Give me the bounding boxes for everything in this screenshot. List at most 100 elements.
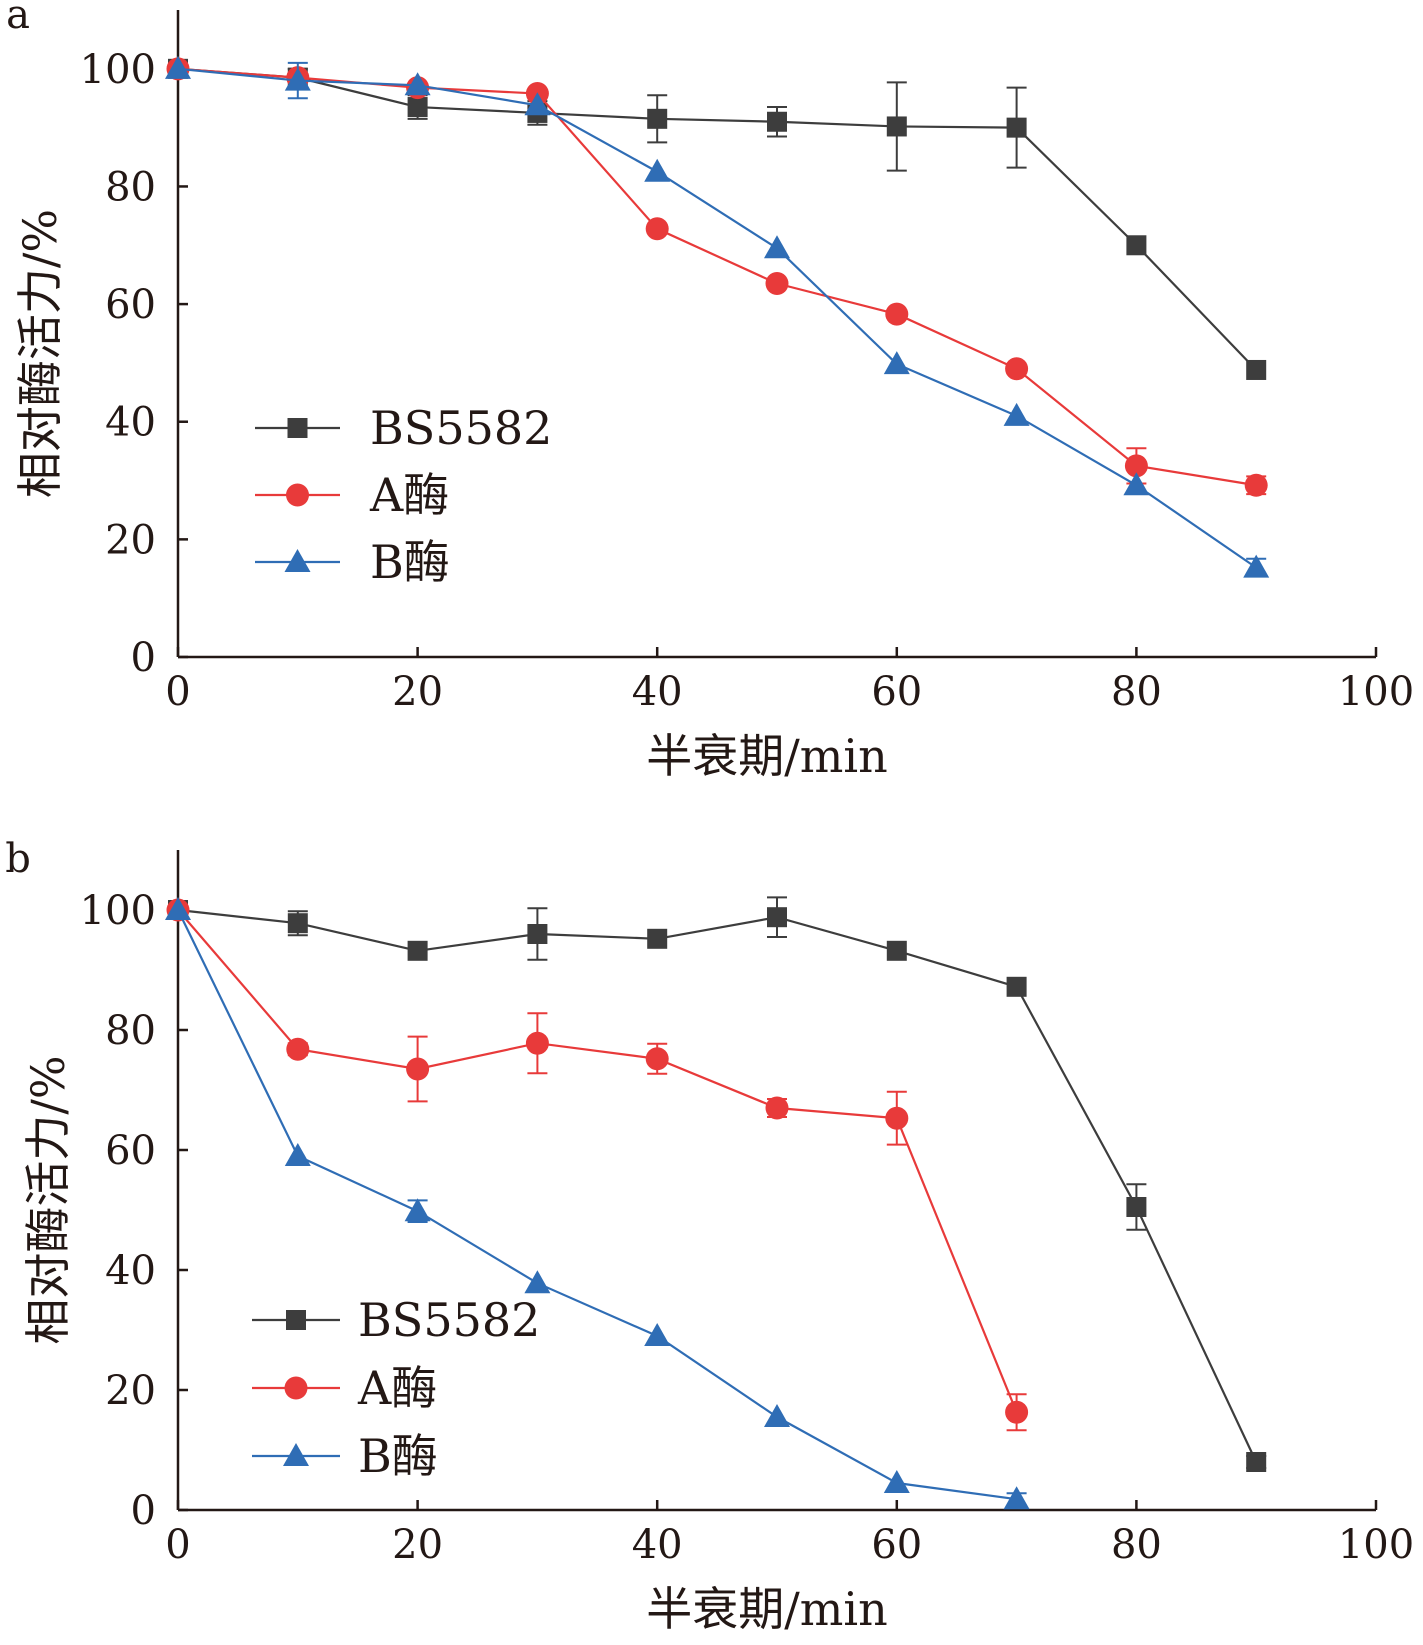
data-point xyxy=(527,924,548,944)
y-tick-label: 40 xyxy=(105,400,156,446)
x-tick-label: 0 xyxy=(165,669,190,715)
y-tick-label: 40 xyxy=(105,1248,156,1294)
series-line xyxy=(177,67,1257,487)
data-point xyxy=(287,913,308,934)
series-circle xyxy=(166,898,1029,1432)
series-square xyxy=(168,58,1267,380)
data-point xyxy=(407,97,428,118)
x-tick-label: 100 xyxy=(1338,1522,1414,1568)
y-tick-label: 20 xyxy=(105,1368,156,1414)
data-point xyxy=(1123,472,1150,496)
legend-label: BS5582 xyxy=(370,401,552,455)
series-triangle xyxy=(165,55,1270,578)
legend-marker xyxy=(283,1443,309,1466)
series-line xyxy=(177,67,1257,569)
data-point xyxy=(1244,473,1268,497)
legend-marker xyxy=(284,549,311,572)
y-tick-label: 20 xyxy=(105,517,156,563)
y-tick-label: 80 xyxy=(105,1008,156,1054)
legend-entry: B酶 xyxy=(255,535,450,589)
legend-label: B酶 xyxy=(358,1429,438,1483)
data-point xyxy=(885,302,909,326)
data-point xyxy=(406,1057,430,1081)
series-circle xyxy=(166,57,1268,497)
data-point xyxy=(165,55,191,79)
data-point xyxy=(1126,1197,1147,1217)
legend-entry: A酶 xyxy=(252,1361,437,1415)
data-point xyxy=(284,67,311,91)
data-point xyxy=(286,1037,310,1061)
legend-label: B酶 xyxy=(370,535,450,589)
x-tick-label: 60 xyxy=(871,1522,922,1568)
y-tick-label: 100 xyxy=(80,47,156,93)
data-point xyxy=(764,235,790,259)
series-triangle xyxy=(165,897,1030,1510)
data-point xyxy=(1006,117,1027,138)
data-point xyxy=(1243,554,1270,578)
y-tick-label: 0 xyxy=(131,635,156,681)
legend-entry: B酶 xyxy=(252,1429,438,1483)
data-point xyxy=(1126,235,1147,256)
data-point xyxy=(1006,976,1027,997)
legend-entry: A酶 xyxy=(255,468,449,522)
data-point xyxy=(1003,402,1030,426)
legend-entry: BS5582 xyxy=(255,401,552,455)
data-point xyxy=(886,116,907,137)
legend-label: A酶 xyxy=(369,468,449,522)
legend-marker xyxy=(286,483,309,507)
legend-marker xyxy=(287,418,308,438)
series-line xyxy=(177,909,1017,1501)
data-point xyxy=(886,940,907,961)
data-point xyxy=(524,1270,551,1294)
panel-label: a xyxy=(6,0,30,38)
data-point xyxy=(647,928,668,949)
y-tick-label: 100 xyxy=(80,888,156,934)
panel-label: b xyxy=(5,836,31,882)
data-point xyxy=(1005,1400,1029,1424)
y-axis-title: 相对酶活力/% xyxy=(13,209,67,498)
data-point xyxy=(883,1470,910,1493)
y-tick-label: 80 xyxy=(105,164,156,210)
data-point xyxy=(1003,1486,1030,1510)
legend-entry: BS5582 xyxy=(252,1293,540,1347)
data-point xyxy=(647,108,668,129)
legend-marker xyxy=(286,1310,306,1330)
x-tick-label: 100 xyxy=(1338,669,1414,715)
data-point xyxy=(767,907,787,928)
x-tick-label: 40 xyxy=(632,1522,683,1568)
data-point xyxy=(1246,1452,1267,1472)
y-tick-label: 60 xyxy=(105,1128,156,1174)
x-tick-label: 0 xyxy=(165,1522,190,1568)
data-point xyxy=(404,1198,431,1222)
data-point xyxy=(645,1047,669,1071)
series-line xyxy=(177,908,1258,1463)
data-point xyxy=(407,940,428,961)
data-point xyxy=(765,1096,789,1120)
x-axis-title: 半衰期/min xyxy=(646,729,887,783)
legend-label: BS5582 xyxy=(358,1293,540,1347)
x-axis-title: 半衰期/min xyxy=(646,1582,887,1636)
data-point xyxy=(1124,454,1148,478)
data-point xyxy=(644,1323,671,1346)
data-point xyxy=(404,72,431,96)
data-point xyxy=(644,158,671,182)
data-point xyxy=(767,111,787,132)
legend-marker xyxy=(284,1376,308,1400)
series-square xyxy=(168,896,1267,1472)
data-point xyxy=(1005,357,1029,381)
x-tick-label: 20 xyxy=(392,1522,443,1568)
x-tick-label: 80 xyxy=(1111,1522,1162,1568)
data-point xyxy=(883,351,910,375)
x-tick-label: 40 xyxy=(632,669,683,715)
chart-panel-b: b 0 20 40 60 80 100 0 20 40 60 80 100 半衰期/min 相对酶活力/% B… xyxy=(5,836,1414,1636)
y-tick-label: 60 xyxy=(105,282,156,328)
data-point xyxy=(284,1143,311,1166)
data-point xyxy=(765,272,789,296)
data-point xyxy=(645,217,669,241)
series-line xyxy=(177,909,1018,1413)
data-point xyxy=(764,1404,790,1427)
data-point xyxy=(524,92,551,116)
series-line xyxy=(177,67,1257,371)
